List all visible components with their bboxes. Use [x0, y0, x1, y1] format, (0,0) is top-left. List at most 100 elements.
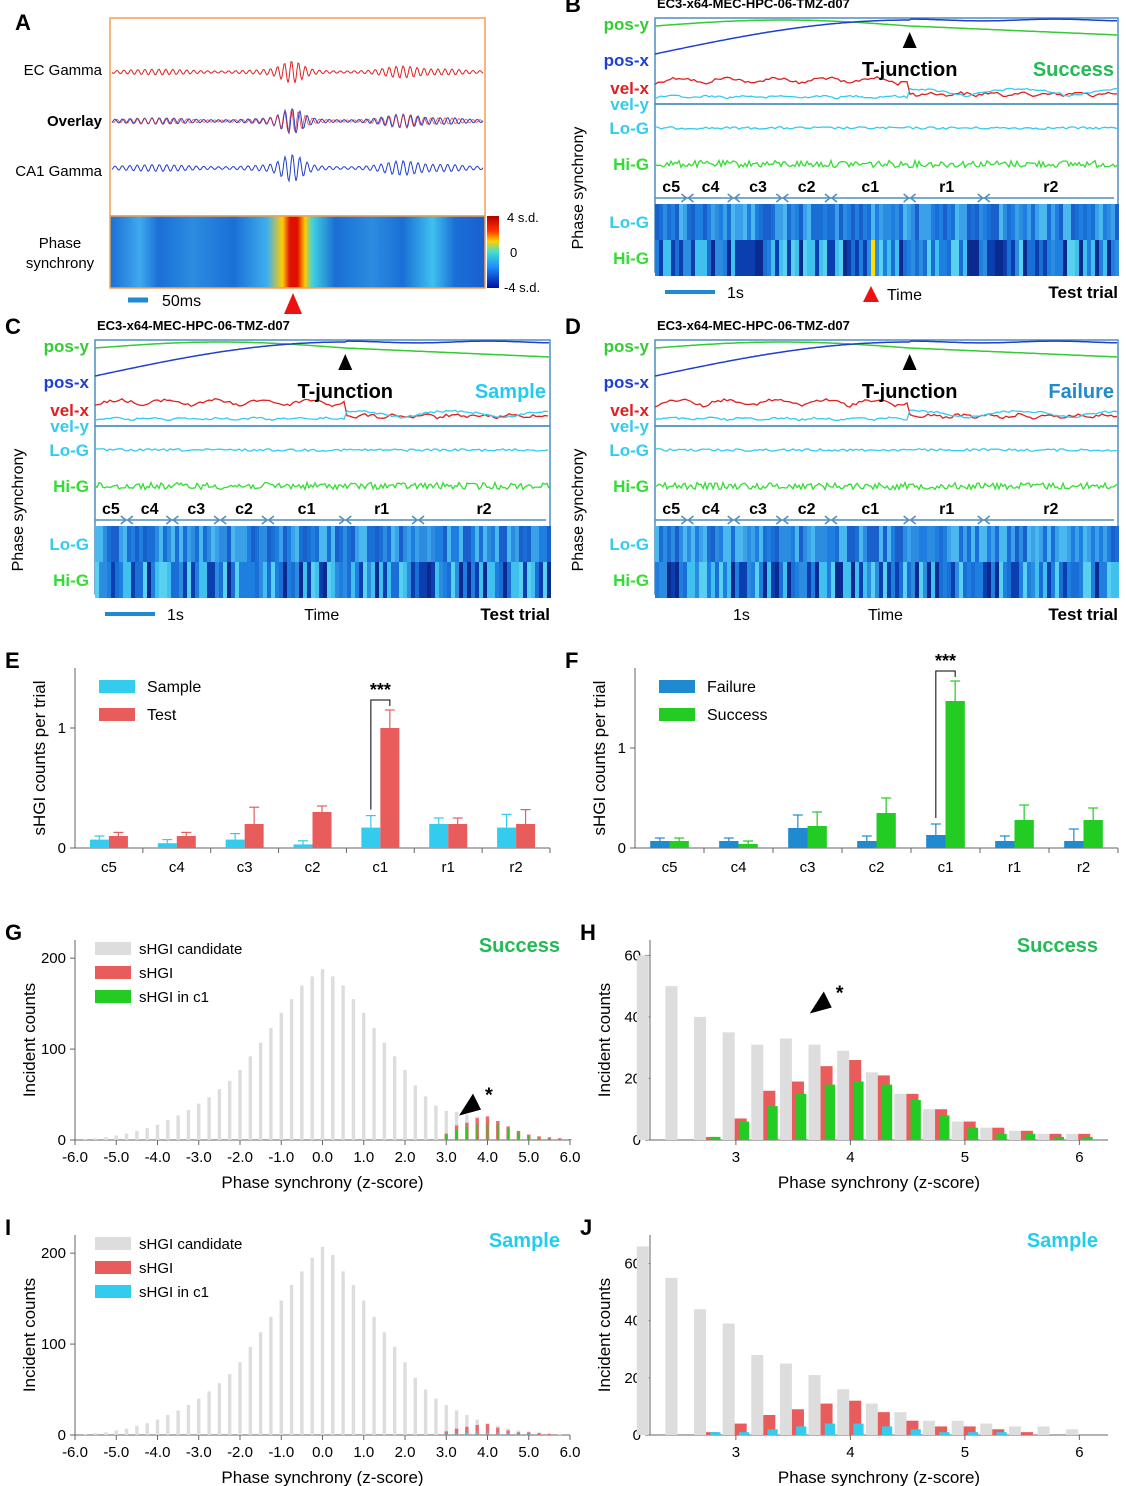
x-tick-label: -4.0: [145, 1444, 171, 1461]
heat-cell-lo: [971, 204, 975, 240]
heat-cell-hi: [1023, 240, 1027, 276]
heat-cell-hi: [507, 562, 511, 598]
heat-cell-hi: [371, 562, 375, 598]
heat-cell-hi: [123, 562, 127, 598]
heat-cell-lo: [1043, 204, 1047, 240]
heat-cell-lo: [251, 526, 255, 562]
heat-cell-lo: [983, 526, 987, 562]
bar-shgi-c1: [738, 1432, 750, 1435]
heat-cell-hi: [463, 562, 467, 598]
heat-cell-hi: [663, 562, 667, 598]
bar-shgi-c1: [507, 1433, 509, 1435]
heat-cell-lo: [811, 526, 815, 562]
bar-shgi-c1: [853, 1423, 864, 1435]
bar-candidate: [372, 1316, 376, 1435]
bar-shgi-c1: [1082, 1136, 1093, 1140]
trial-label: Test trial: [1048, 605, 1118, 624]
heat-cell-lo: [523, 526, 527, 562]
heat-cell-hi: [719, 240, 723, 276]
bar-shgi-c1: [824, 1423, 835, 1435]
legend-swatch: [99, 708, 135, 721]
heat-cell-hi: [427, 562, 431, 598]
row-label-vel-x: vel-x: [50, 401, 89, 420]
heat-cell-hi: [839, 240, 843, 276]
outcome-label: Failure: [1048, 381, 1114, 403]
heat-cell-lo: [447, 526, 451, 562]
heat-cell-hi: [1071, 562, 1075, 598]
heat-cell-lo: [1023, 526, 1027, 562]
heat-cell-lo: [391, 526, 395, 562]
heat-cell-lo: [211, 526, 215, 562]
bar-shgi-c1: [527, 1136, 530, 1140]
x-tick-label: c1: [372, 859, 388, 876]
heat-cell-lo: [715, 526, 719, 562]
heat-cell-hi: [419, 562, 423, 598]
segment-arrow-right: [680, 515, 688, 525]
bar-candidate: [155, 1419, 160, 1435]
segment-arrow-right: [411, 515, 419, 525]
heat-cell-hi: [947, 240, 951, 276]
pos-x-trace: [654, 18, 1117, 55]
y-tick-label: 200: [41, 950, 66, 967]
heat-cell-lo: [891, 526, 895, 562]
heat-cell-hi: [887, 240, 891, 276]
heat-cell-lo: [135, 526, 139, 562]
heat-cell-lo: [1015, 204, 1019, 240]
bar-candidate: [547, 1433, 552, 1435]
heat-cell-lo: [1031, 204, 1035, 240]
segment-arrow-left: [733, 193, 741, 203]
x-tick-label: c5: [101, 859, 117, 876]
heat-cell-lo: [867, 526, 871, 562]
trace-label-ec: EC Gamma: [24, 62, 103, 79]
bar-sample: [225, 839, 245, 848]
heat-cell-lo: [671, 204, 675, 240]
heat-cell-hi: [195, 562, 199, 598]
junction-label: T-junction: [862, 381, 958, 403]
heat-cell-hi: [859, 240, 863, 276]
heat-cell-hi: [935, 240, 939, 276]
bar-candidate: [423, 1096, 428, 1140]
heat-cell-hi: [223, 562, 227, 598]
heat-cell-hi: [127, 562, 131, 598]
heat-cell-lo: [663, 204, 667, 240]
heat-cell-hi: [1015, 562, 1019, 598]
heat-cell-hi: [375, 562, 379, 598]
heat-cell-hi: [511, 562, 515, 598]
heat-cell-lo: [971, 526, 975, 562]
bar-shgi-c1: [910, 1429, 921, 1435]
bar-candidate: [865, 1072, 878, 1140]
heat-cell-lo: [739, 526, 743, 562]
heat-cell-hi: [779, 240, 783, 276]
heat-cell-hi: [911, 240, 915, 276]
heat-cell-lo: [891, 204, 895, 240]
segment-r2: r2: [476, 501, 491, 518]
heat-cell-hi: [1115, 240, 1119, 276]
bar-success: [1014, 820, 1034, 848]
heat-cell-hi: [999, 562, 1003, 598]
bar-candidate: [93, 1138, 98, 1140]
bar-shgi: [496, 1427, 500, 1435]
legend-label: sHGI: [139, 1260, 173, 1277]
x-tick-label: c3: [237, 859, 253, 876]
heat-cell-lo: [999, 526, 1003, 562]
segment-arrow-left: [909, 515, 917, 525]
x-tick-label: r1: [1008, 859, 1021, 876]
heat-cell-lo: [835, 204, 839, 240]
x-tick-label: c5: [662, 859, 678, 876]
heat-cell-lo: [1071, 204, 1075, 240]
heat-cell-lo: [967, 526, 971, 562]
segment-c3: c3: [749, 179, 767, 196]
heat-cell-lo: [655, 204, 659, 240]
bar-candidate: [166, 1120, 170, 1140]
bar-test: [516, 824, 536, 848]
heat-cell-lo: [511, 526, 515, 562]
heat-cell-lo: [327, 526, 331, 562]
heat-cell-hi: [899, 240, 903, 276]
heat-cell-lo: [479, 526, 483, 562]
heat-cell-hi: [355, 562, 359, 598]
bar-candidate: [248, 1056, 253, 1140]
x-tick-label: -2.0: [227, 1149, 253, 1166]
bar-shgi-c1: [496, 1123, 499, 1140]
heat-cell-hi: [779, 562, 783, 598]
bar-candidate: [722, 1323, 735, 1435]
